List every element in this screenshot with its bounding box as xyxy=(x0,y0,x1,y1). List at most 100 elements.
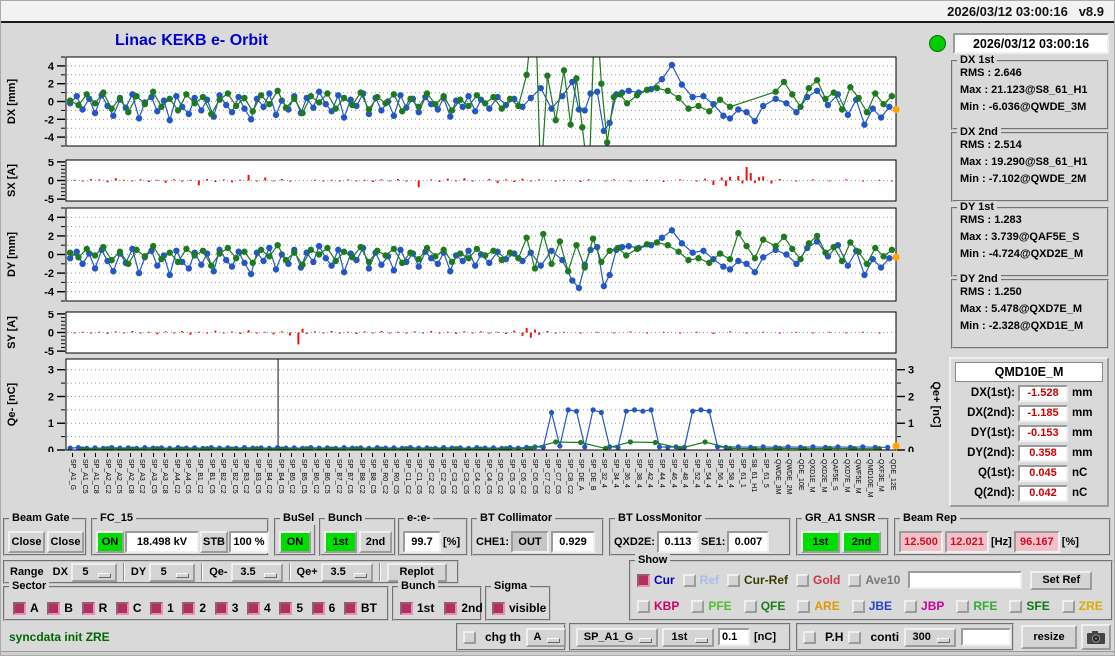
show-checkbox-ARE[interactable] xyxy=(797,599,811,613)
threshold-input[interactable] xyxy=(718,628,750,646)
sector-checkbox-B[interactable] xyxy=(47,601,61,615)
svg-text:2: 2 xyxy=(48,79,54,91)
ref-name-input[interactable] xyxy=(908,571,1023,589)
show-checkbox-JBP[interactable] xyxy=(904,599,918,613)
show-checkbox-Gold[interactable] xyxy=(796,573,810,587)
bpm-label: SP_48_4 xyxy=(681,459,689,488)
busel-on-button[interactable]: ON xyxy=(279,530,311,553)
range-dy-dropdown[interactable]: 5 xyxy=(149,562,196,582)
sector-checkbox-1[interactable] xyxy=(150,601,164,615)
show-checkbox-Ave10[interactable] xyxy=(848,573,862,587)
stats-dx-1st-panel: DX 1st RMS : 2.646 Max : 21.123@S8_61_H1… xyxy=(951,54,1109,130)
fc15-on-button[interactable]: ON xyxy=(96,530,124,553)
svg-text:4: 4 xyxy=(48,61,55,73)
group-title: BT LossMonitor xyxy=(615,512,705,525)
show-label-Ref: Ref xyxy=(699,573,720,587)
show-checkbox-KBP[interactable] xyxy=(637,599,650,613)
bpm-label: SP_B8_C2 xyxy=(357,459,365,494)
beam-gate-close-button-2[interactable]: Close xyxy=(47,530,84,553)
show-item-ARE: ARE xyxy=(797,599,840,613)
show-checkbox-PFE[interactable] xyxy=(691,599,705,613)
show-checkbox-RFE[interactable] xyxy=(956,599,970,613)
beam-gate-group: Beam Gate Close Close xyxy=(3,512,87,556)
beam-gate-close-button-1[interactable]: Close xyxy=(8,530,45,553)
monitor-select-frame: SP_A1_G 1st [nC] xyxy=(569,623,791,651)
chg-th-sector-dropdown[interactable]: A xyxy=(526,627,566,647)
sector-item-C: C xyxy=(115,601,142,615)
show-label-SFE: SFE xyxy=(1026,599,1050,613)
range-dx-dropdown[interactable]: 5 xyxy=(70,562,117,582)
show-checkbox-ZRE[interactable] xyxy=(1061,599,1075,613)
show-checkbox-Cur-Ref[interactable] xyxy=(727,573,741,587)
sector-checkbox-R[interactable] xyxy=(81,601,95,615)
stat-line: Min : -2.328@QXD1E_M xyxy=(960,320,1084,332)
sector-checkbox-3[interactable] xyxy=(214,601,228,615)
sector-checkbox-5[interactable] xyxy=(279,601,293,615)
show-checkbox-Cur[interactable] xyxy=(637,573,650,587)
bunch-1st-button[interactable]: 1st xyxy=(324,530,357,553)
snapshot-button[interactable] xyxy=(1081,624,1111,650)
set-ref-button[interactable]: Set Ref xyxy=(1030,570,1093,590)
q-chart: 0 0 1 1 2 2 3 3 Qe- [nC] Qe+ [nC] xyxy=(6,358,942,452)
gr-snsr-2nd-button[interactable]: 2nd xyxy=(842,530,881,553)
gr-snsr-1st-button[interactable]: 1st xyxy=(801,530,840,553)
bpm-label: SP_C3_C5 xyxy=(461,459,469,495)
group-title: Bunch xyxy=(398,580,439,593)
show-checkbox-SFE[interactable] xyxy=(1009,599,1023,613)
bpm-label: QXF3E_M xyxy=(877,459,885,492)
bunch-checkbox-1st[interactable] xyxy=(400,601,413,615)
gr-snsr-group: GR_A1 SNSR 1st 2nd xyxy=(796,512,889,556)
monitor-bunch-dropdown[interactable]: 1st xyxy=(662,627,714,647)
sector-checkbox-2[interactable] xyxy=(182,601,196,615)
stats-dy-2nd-panel: DY 2nd RMS : 1.250 Max : 5.478@QXD7E_M M… xyxy=(951,273,1109,349)
beam-rep-actual-display: 12.021 xyxy=(945,530,989,553)
monitor-select-dropdown[interactable]: SP_A1_G xyxy=(576,627,658,647)
stats-dy-1st-panel: DY 1st RMS : 1.283 Max : 3.739@QAF5E_S M… xyxy=(951,201,1109,277)
sy-chart: -5 0 5 SY [A] xyxy=(6,311,897,355)
count-input[interactable] xyxy=(961,628,1012,646)
show-checkbox-QFE[interactable] xyxy=(743,599,757,613)
count-dropdown[interactable]: 300 xyxy=(904,627,957,647)
sector-item-BT: BT xyxy=(343,601,377,615)
sigma-item-visible: visible xyxy=(492,601,546,615)
bunch-checkbox-2nd[interactable] xyxy=(444,601,458,615)
show-checkbox-JBE[interactable] xyxy=(851,599,865,613)
bunch-2nd-button[interactable]: 2nd xyxy=(359,530,392,553)
svg-text:-4: -4 xyxy=(44,132,55,144)
show-item-Cur-Ref: Cur-Ref xyxy=(727,573,788,587)
bpm-label: SP_42_4 xyxy=(646,459,654,488)
replot-button[interactable]: Replot xyxy=(386,562,447,582)
sector-checkbox-C[interactable] xyxy=(115,601,129,615)
sector-item-5: 5 xyxy=(279,601,303,615)
separator xyxy=(378,563,381,581)
bpm-label: SP_B7_C2 xyxy=(334,459,342,494)
sector-checkbox-6[interactable] xyxy=(311,601,325,615)
sector-checkbox-4[interactable] xyxy=(247,601,261,615)
conti-checkbox[interactable] xyxy=(848,630,862,644)
bpm-label: SP_B4_C5 xyxy=(276,459,284,494)
sigma-group: Sigma visible xyxy=(485,580,551,621)
bpm-label: SP_C5_C2 xyxy=(496,459,504,495)
stat-line: Min : -7.102@QWDE_2M xyxy=(960,173,1087,185)
bpm-label: SP_DE_A xyxy=(577,459,585,491)
bpm-label: SP_C6_C5 xyxy=(530,459,538,495)
range-qe-minus-dropdown[interactable]: 3.5 xyxy=(230,562,283,582)
sector-label-2: 2 xyxy=(199,601,207,615)
bpm-label: SP_52_4 xyxy=(692,459,700,488)
sector-item-B: B xyxy=(47,601,73,615)
ph-checkbox[interactable] xyxy=(803,630,816,644)
sigma-checkbox-visible[interactable] xyxy=(492,601,505,615)
fc15-stb-button[interactable]: STB xyxy=(200,530,228,553)
show-checkbox-Ref[interactable] xyxy=(682,573,696,587)
sector-checkbox-A[interactable] xyxy=(13,601,26,615)
range-qe-plus-dropdown[interactable]: 3.5 xyxy=(320,562,373,582)
window-bottom-strip xyxy=(1,651,1114,655)
chg-th-checkbox[interactable] xyxy=(463,630,476,644)
svg-text:0: 0 xyxy=(48,97,54,109)
sector-checkbox-BT[interactable] xyxy=(343,601,357,615)
resize-button[interactable]: resize xyxy=(1021,625,1077,649)
show-label-Cur: Cur xyxy=(654,573,675,587)
bpm-label: SP_B8_C5 xyxy=(369,459,377,494)
svg-text:0: 0 xyxy=(48,445,54,452)
window-titlebar: 2026/03/12 03:00:16 v8.9 xyxy=(1,1,1114,23)
